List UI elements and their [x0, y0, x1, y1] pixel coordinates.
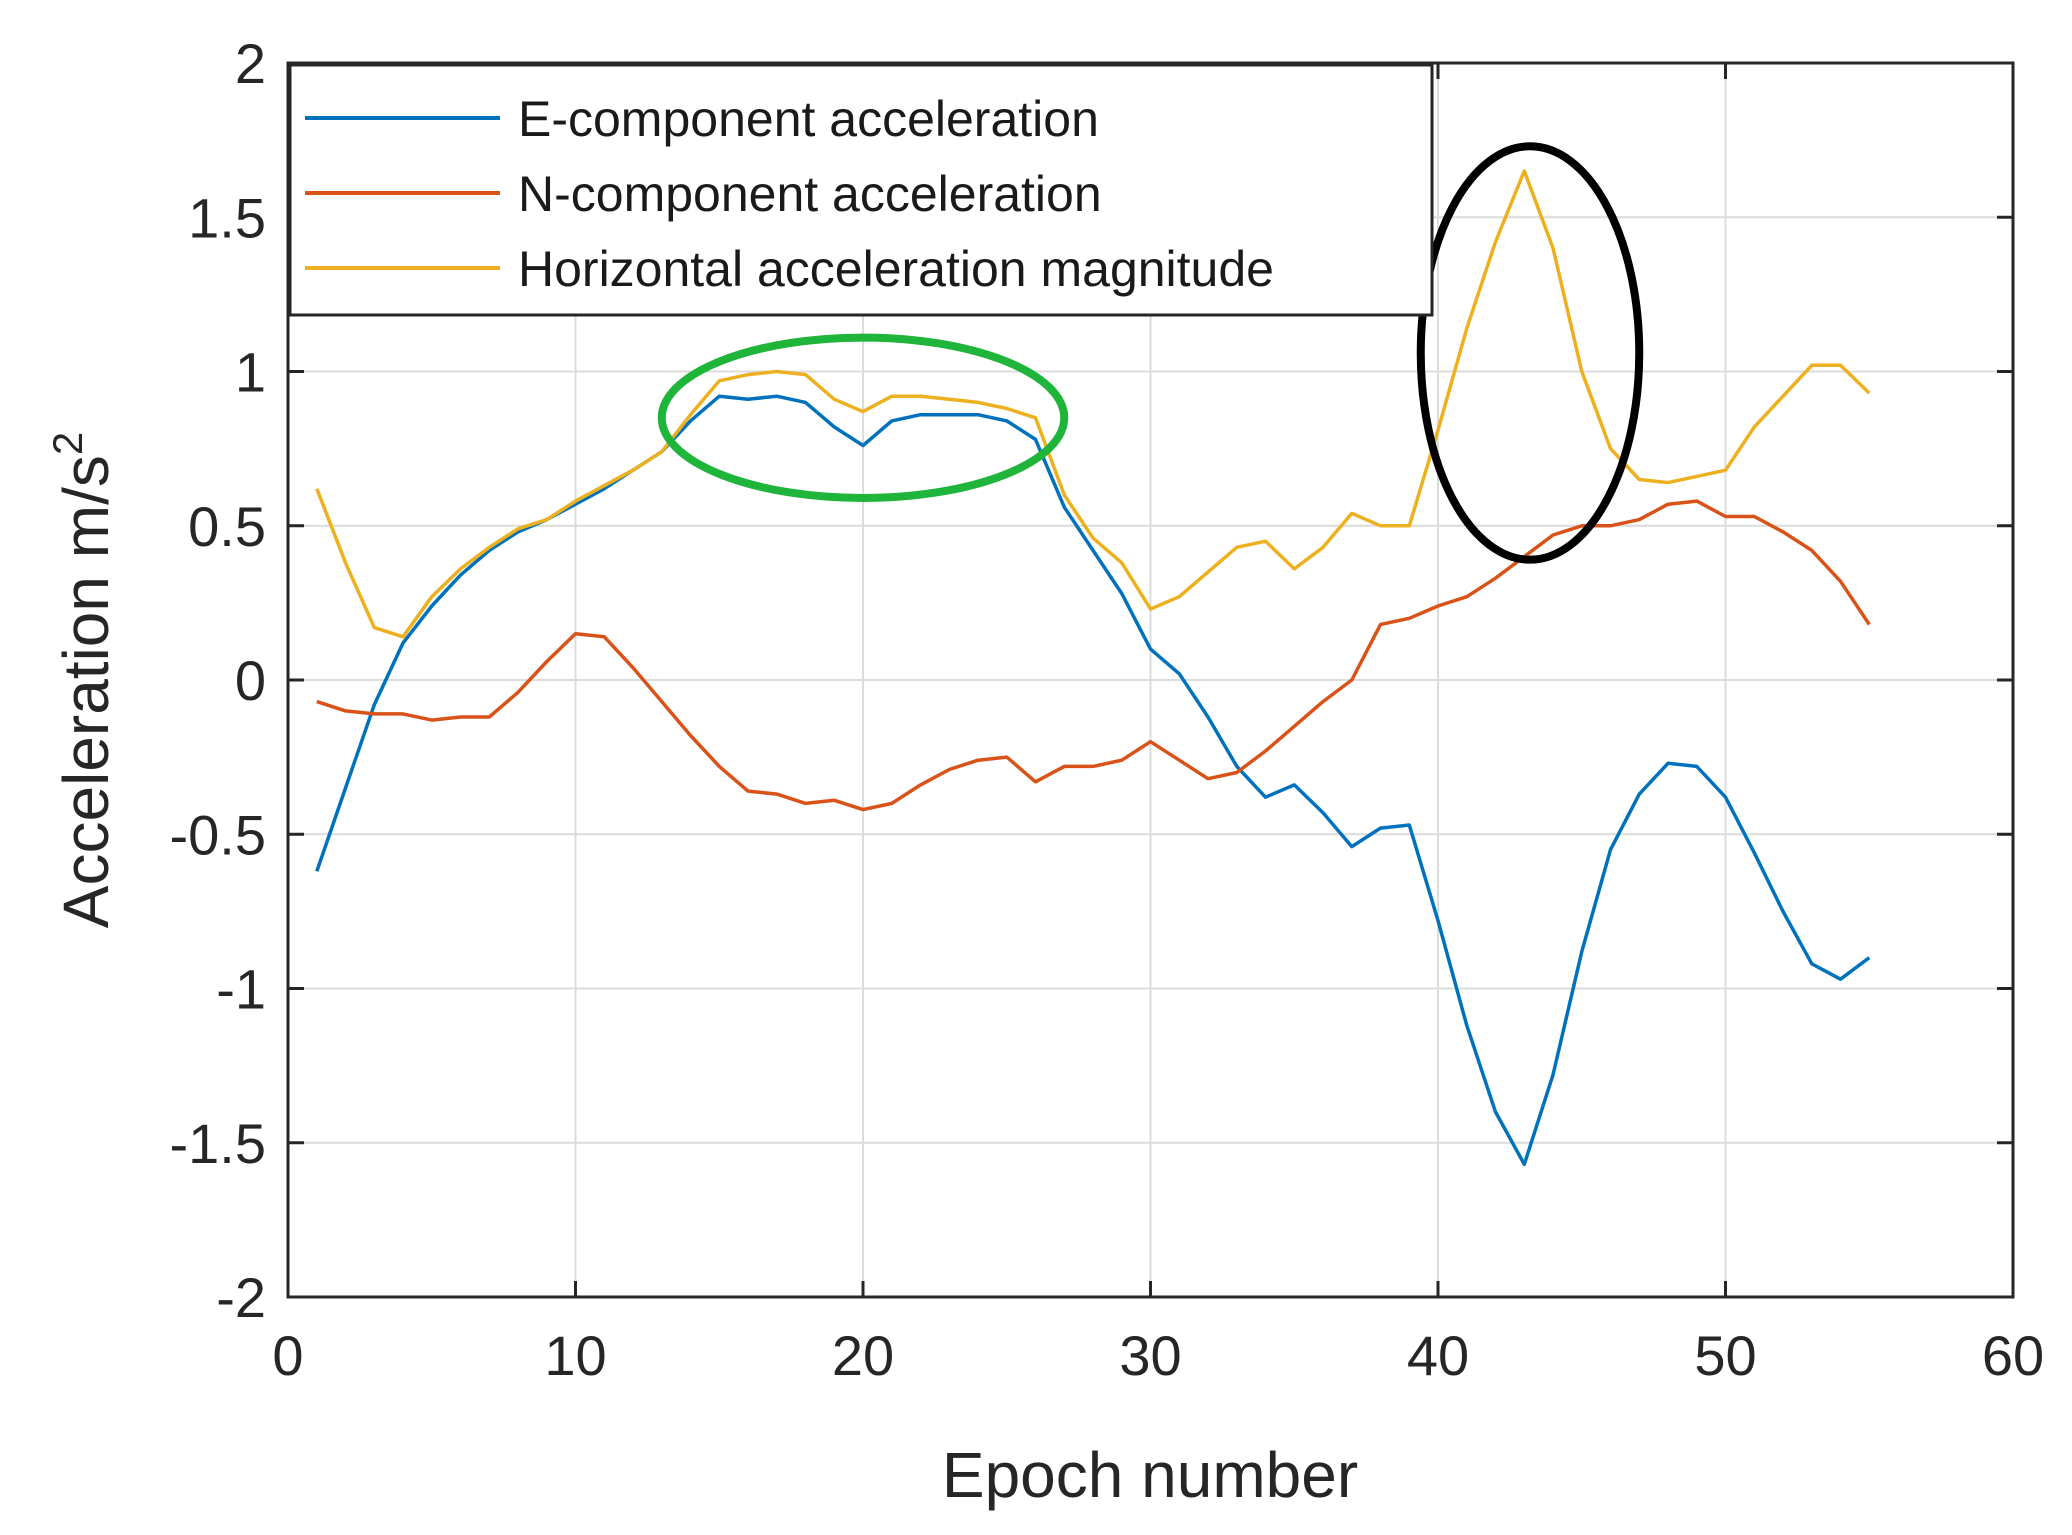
legend: E-component acceleration N-component acc… [288, 63, 1434, 317]
y-tick-label: -0.5 [170, 803, 267, 866]
x-tick-label: 40 [1407, 1324, 1469, 1387]
annotation-ellipse-0 [657, 333, 1069, 502]
y-axis-label-text: Acceleration m/s [50, 455, 122, 928]
axis-ticks: 0 10 20 30 40 50 60 -2 -1.5 -1 -0.5 0 0.5 1 1.5 2 [170, 32, 2045, 1387]
y-tick-label: 0 [235, 649, 266, 712]
x-tick-label: 60 [1982, 1324, 2044, 1387]
x-tick-label: 50 [1694, 1324, 1756, 1387]
series-lines [315, 169, 1871, 1167]
x-tick-label: 10 [544, 1324, 606, 1387]
legend-box [288, 63, 1434, 317]
x-axis-label: Epoch number [942, 1439, 1358, 1511]
y-tick-label: -1 [216, 958, 266, 1021]
series-line-2 [315, 169, 1871, 639]
legend-label-e-component: E-component acceleration [518, 91, 1099, 147]
y-tick-label: -1.5 [170, 1112, 267, 1175]
series-line-0 [315, 394, 1871, 1167]
y-axis-label-superscript: 2 [44, 432, 91, 455]
legend-label-n-component: N-component acceleration [518, 166, 1102, 222]
x-tick-label: 30 [1119, 1324, 1181, 1387]
annotation-ellipse-1 [1416, 142, 1644, 564]
y-tick-label: 1 [235, 341, 266, 404]
series-line-1 [316, 499, 1871, 812]
y-axis-label: Acceleration m/s2 [44, 432, 122, 928]
y-tick-label: 0.5 [188, 495, 266, 558]
legend-label-horizontal-magnitude: Horizontal acceleration magnitude [518, 241, 1274, 297]
y-tick-label: 1.5 [188, 186, 266, 249]
x-tick-label: 0 [272, 1324, 303, 1387]
y-tick-label: -2 [216, 1266, 266, 1329]
y-tick-label: 2 [235, 32, 266, 95]
x-tick-label: 20 [832, 1324, 894, 1387]
annotation-ellipses [657, 142, 1644, 564]
